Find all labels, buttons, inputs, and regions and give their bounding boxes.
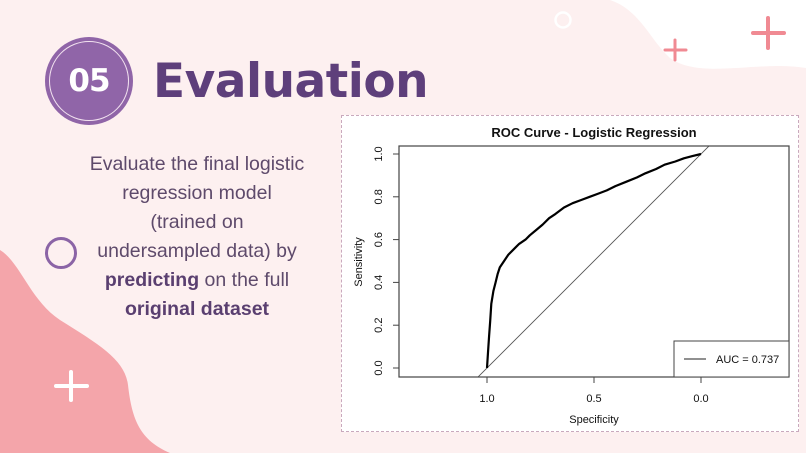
section-number-badge: 05 <box>45 37 133 125</box>
plus-icon <box>751 16 786 50</box>
y-tick-label: 0.2 <box>373 318 385 333</box>
section-number: 05 <box>68 63 110 99</box>
chart-title: ROC Curve - Logistic Regression <box>491 125 696 140</box>
roc-chart-card: ROC Curve - Logistic Regression 0.0 0.2 0.… <box>341 115 799 432</box>
legend-label: AUC = 0.737 <box>716 354 779 366</box>
slide-title: Evaluation <box>153 54 429 109</box>
description-text: undersampled data) by <box>97 240 297 262</box>
plus-icon <box>663 38 688 62</box>
y-tick-label: 0.0 <box>373 360 385 375</box>
description-text: on the full <box>199 269 290 291</box>
plot-area: 0.0 0.2 0.4 0.6 0.8 1.0 1.0 0.5 0.0 AUC = 0.737 <box>373 145 790 405</box>
description-bold-text: predicting <box>104 269 200 291</box>
reference-diagonal-line <box>477 146 710 377</box>
x-axis-label: Specificity <box>569 414 619 426</box>
x-tick-label: 0.0 <box>693 393 708 405</box>
x-tick-label: 0.5 <box>586 393 601 405</box>
description-text: Evaluate the final logistic <box>89 153 305 175</box>
y-axis-label: Sensitivity <box>353 237 365 287</box>
slide-description: Evaluate the final logistic regression m… <box>72 150 322 324</box>
x-tick-label: 1.0 <box>479 393 494 405</box>
description-text: regression model <box>122 182 272 204</box>
circle-outline-icon <box>554 11 572 29</box>
top-right-white-blob <box>610 0 806 69</box>
y-tick-label: 0.6 <box>373 232 385 247</box>
bottom-left-pink-blob <box>0 250 170 453</box>
roc-curve-line <box>485 152 702 369</box>
y-tick-label: 0.8 <box>373 189 385 204</box>
circle-outline-icon <box>45 237 77 269</box>
badge-ring <box>49 41 129 121</box>
y-tick-label: 1.0 <box>373 146 385 161</box>
y-tick-label: 0.4 <box>373 275 385 290</box>
description-bold-text: original dataset <box>124 298 270 320</box>
roc-chart: ROC Curve - Logistic Regression 0.00.20.… <box>353 125 790 426</box>
description-text: (trained on <box>150 211 244 233</box>
plus-icon <box>54 370 89 402</box>
